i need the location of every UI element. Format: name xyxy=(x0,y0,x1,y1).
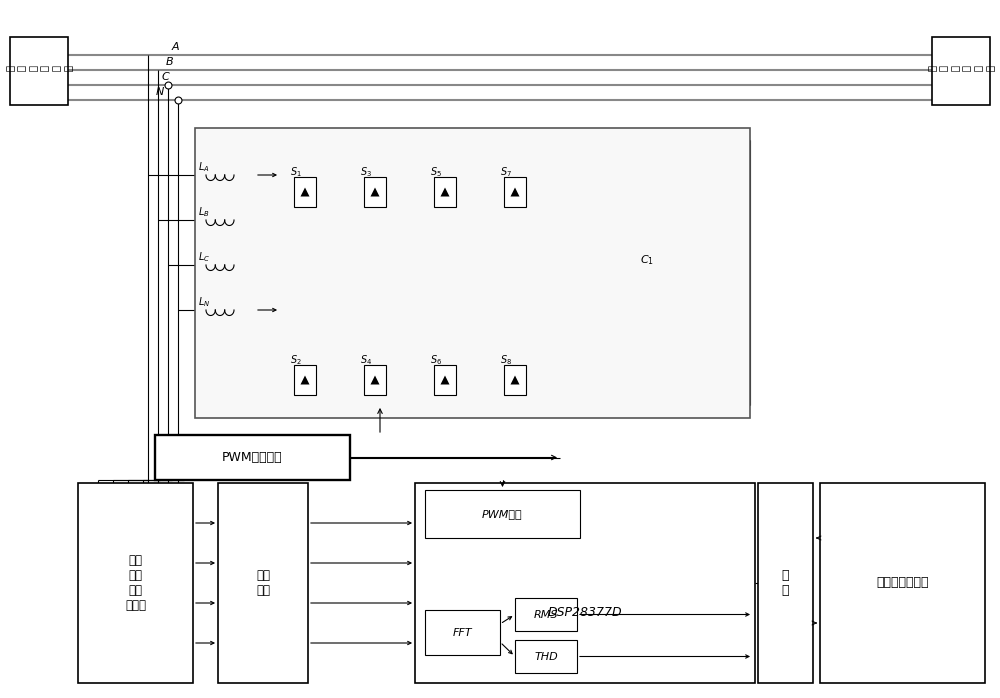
Text: N: N xyxy=(156,87,164,97)
Bar xyxy=(78,483,193,683)
Bar xyxy=(155,435,350,480)
Text: $S_1$: $S_1$ xyxy=(290,165,302,179)
Text: 负
载
侧
变
压
器: 负 载 侧 变 压 器 xyxy=(927,65,995,71)
Text: FFT: FFT xyxy=(453,628,472,637)
Polygon shape xyxy=(440,376,450,385)
Bar xyxy=(195,128,750,418)
Bar xyxy=(415,483,755,683)
Text: 监视控制及显示: 监视控制及显示 xyxy=(876,577,929,590)
Text: $S_4$: $S_4$ xyxy=(360,353,372,367)
Bar xyxy=(504,177,526,207)
Bar xyxy=(218,483,308,683)
Text: PWM驱动模块: PWM驱动模块 xyxy=(222,451,283,464)
Text: $L_C$: $L_C$ xyxy=(198,250,210,264)
Text: 滤波
电路: 滤波 电路 xyxy=(256,569,270,597)
Polygon shape xyxy=(440,188,450,197)
Text: $L_A$: $L_A$ xyxy=(198,160,210,174)
Text: RMS: RMS xyxy=(534,609,558,620)
Text: DSP28377D: DSP28377D xyxy=(548,607,622,620)
Bar xyxy=(364,365,386,395)
Polygon shape xyxy=(511,376,520,385)
Bar xyxy=(504,365,526,395)
Bar xyxy=(434,365,456,395)
Bar xyxy=(820,483,985,683)
Text: B: B xyxy=(166,57,174,67)
Text: $S_8$: $S_8$ xyxy=(500,353,512,367)
Text: $S_5$: $S_5$ xyxy=(430,165,442,179)
Text: 霍尔
电压
电流
传感器: 霍尔 电压 电流 传感器 xyxy=(125,554,146,612)
Text: $S_6$: $S_6$ xyxy=(430,353,442,367)
Bar xyxy=(294,177,316,207)
Bar xyxy=(932,37,990,105)
Bar xyxy=(364,177,386,207)
Text: $S_2$: $S_2$ xyxy=(290,353,302,367)
Bar xyxy=(10,37,68,105)
Polygon shape xyxy=(511,188,520,197)
Text: $S_7$: $S_7$ xyxy=(500,165,512,179)
Text: 通
讯: 通 讯 xyxy=(782,569,789,597)
Bar xyxy=(425,610,500,655)
Text: $S_3$: $S_3$ xyxy=(360,165,372,179)
Text: 电
网
侧
变
压
器: 电 网 侧 变 压 器 xyxy=(5,65,73,71)
Bar xyxy=(434,177,456,207)
Text: $L_B$: $L_B$ xyxy=(198,205,210,219)
Bar xyxy=(515,640,577,673)
Text: $L_N$: $L_N$ xyxy=(198,295,210,309)
Bar xyxy=(425,490,580,538)
Bar xyxy=(294,365,316,395)
Text: THD: THD xyxy=(534,651,558,662)
Polygon shape xyxy=(300,376,310,385)
Bar xyxy=(758,483,813,683)
Text: A: A xyxy=(171,42,179,52)
Polygon shape xyxy=(370,376,380,385)
Text: C: C xyxy=(161,72,169,82)
Text: PWM计算: PWM计算 xyxy=(482,509,523,519)
Polygon shape xyxy=(300,188,310,197)
Text: $C_1$: $C_1$ xyxy=(640,253,654,267)
Bar xyxy=(515,598,577,631)
Polygon shape xyxy=(370,188,380,197)
